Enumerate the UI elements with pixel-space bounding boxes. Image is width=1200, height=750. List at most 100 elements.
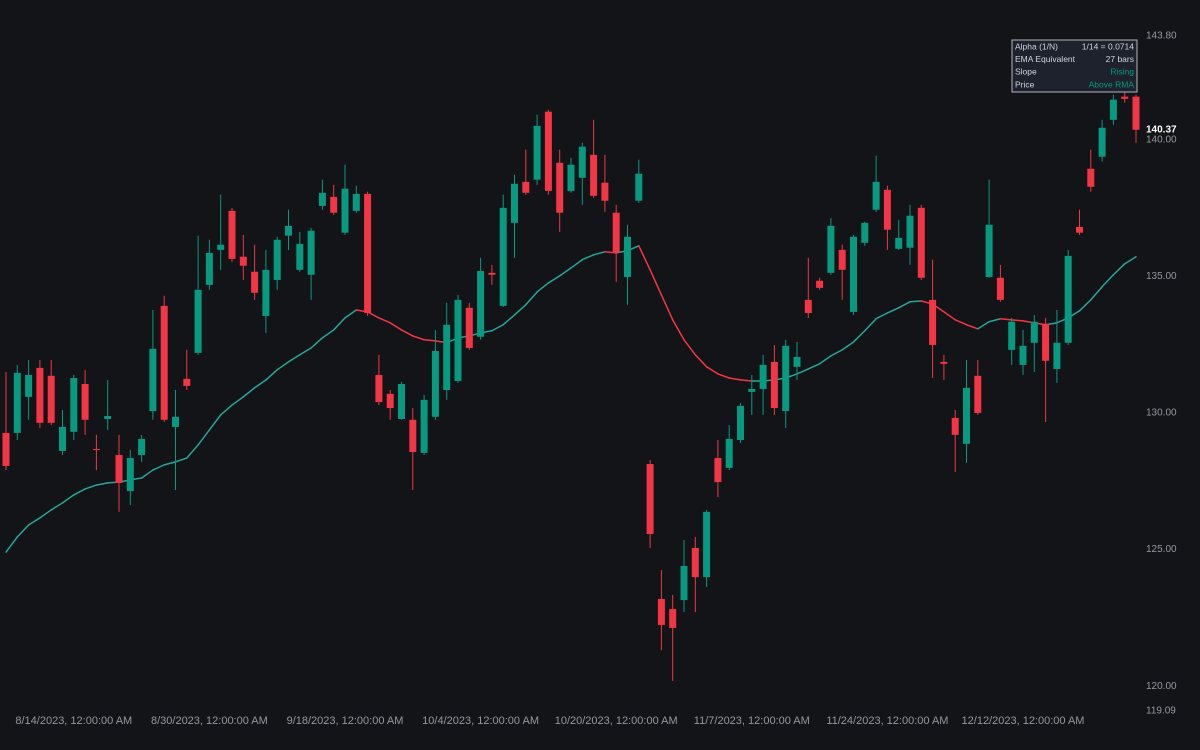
candle-body	[477, 270, 485, 337]
candle-body	[172, 416, 179, 427]
candle-body	[703, 511, 711, 578]
candle-body	[646, 464, 654, 534]
ema-line	[1123, 255, 1137, 265]
ema-line	[864, 317, 877, 332]
ema-line	[954, 319, 968, 326]
y-tick-label: 143.80	[1146, 31, 1177, 42]
ema-line	[1090, 286, 1103, 301]
candle-body	[883, 189, 891, 230]
ema-line	[152, 464, 165, 471]
ema-line	[852, 329, 866, 343]
info-panel: Alpha (1/N) 1/14 = 0.0714 EMA Equivalent 27…	[1011, 39, 1138, 93]
candle-body	[737, 405, 744, 441]
ema-line	[886, 307, 900, 314]
candle-body	[194, 289, 202, 353]
ema-line	[977, 320, 990, 330]
candle-body	[725, 438, 733, 468]
ema-line	[558, 267, 572, 277]
candle-body	[895, 237, 903, 249]
ema-line	[671, 319, 685, 341]
candle-body	[420, 399, 428, 453]
ema-line	[1010, 319, 1024, 322]
ema-line	[547, 275, 561, 284]
candle-body	[398, 384, 405, 419]
ema-line	[536, 282, 550, 293]
ema-line	[174, 457, 188, 463]
candle-body	[1053, 342, 1061, 369]
candle-body	[951, 417, 959, 435]
ema-line	[253, 379, 267, 389]
ema-line	[965, 323, 979, 330]
candle-body	[499, 207, 507, 306]
ema-line	[841, 341, 855, 351]
candle-body	[1087, 168, 1095, 187]
candle-body	[488, 272, 496, 275]
candle-body	[1064, 255, 1072, 343]
ema-line	[378, 317, 391, 324]
ema-line	[581, 254, 595, 261]
candle-body	[861, 222, 869, 243]
candle-body	[2, 432, 10, 466]
candle-body	[59, 426, 66, 451]
candle-body	[556, 162, 564, 213]
candle-body	[92, 449, 100, 451]
info-label: EMA Equivalent	[1015, 54, 1076, 64]
ema-line	[502, 314, 516, 326]
ema-line	[50, 502, 64, 511]
candle-body	[25, 375, 33, 397]
candle-body	[251, 271, 259, 293]
ema-line	[694, 354, 708, 368]
ema-line	[897, 301, 911, 309]
ema-line	[73, 488, 86, 496]
y-tick-label: 119.09	[1146, 706, 1176, 717]
candle-body	[1019, 345, 1027, 365]
ema-line	[400, 329, 414, 337]
candle-body	[838, 249, 846, 270]
candle-body	[352, 193, 360, 211]
ema-line	[95, 482, 109, 486]
candle-body	[465, 307, 473, 348]
candle-body	[296, 243, 304, 270]
candle-body	[511, 183, 518, 223]
candle-body	[782, 345, 790, 412]
candle-body	[431, 350, 439, 417]
candle-body	[149, 348, 157, 412]
x-tick-label: 9/18/2023, 12:00:00 AM	[287, 715, 404, 727]
candle-body	[714, 458, 722, 483]
candle-body	[273, 239, 281, 280]
ema-line	[276, 361, 290, 371]
ema-line	[84, 484, 98, 490]
ema-line	[525, 291, 538, 306]
ema-line	[287, 354, 301, 363]
x-tick-label: 8/30/2023, 12:00:00 AM	[151, 715, 268, 727]
candle-body	[759, 364, 767, 389]
candle-body	[1121, 96, 1129, 99]
candle-body	[827, 225, 835, 273]
info-label: Alpha (1/N)	[1015, 41, 1058, 51]
ema-line	[999, 317, 1013, 321]
ema-line	[412, 335, 425, 341]
y-tick-label: 140.00	[1146, 134, 1177, 145]
y-tick-label: 125.00	[1146, 544, 1177, 555]
ema-line	[683, 339, 697, 356]
ema-line	[163, 461, 177, 466]
candle-body	[522, 181, 530, 193]
x-tick-label: 12/12/2023, 12:00:00 AM	[962, 715, 1085, 727]
candle-body	[1132, 96, 1140, 130]
x-tick-label: 11/7/2023, 12:00:00 AM	[694, 715, 810, 727]
candle-body	[1008, 321, 1016, 350]
candle-body	[1098, 127, 1106, 157]
ema-line	[570, 258, 584, 269]
candle-body	[657, 599, 665, 625]
ema-line	[943, 311, 956, 321]
candle-body	[635, 173, 643, 201]
candle-body	[341, 188, 349, 233]
info-value: 27 bars	[1106, 54, 1134, 64]
candle-body	[567, 164, 575, 191]
ema-line	[197, 429, 211, 446]
candle-body	[816, 280, 824, 288]
ema-line	[807, 363, 821, 370]
ema-line	[344, 309, 358, 319]
